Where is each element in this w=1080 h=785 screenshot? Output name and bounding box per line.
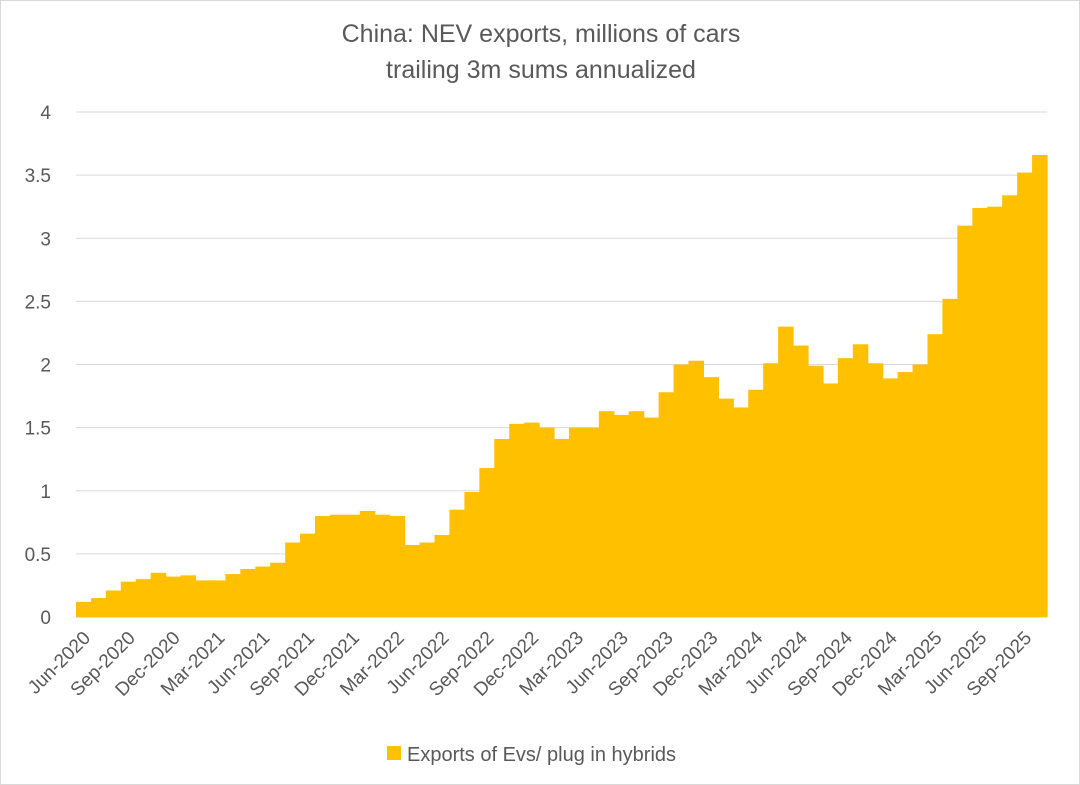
bar [255, 566, 271, 617]
bar [329, 514, 346, 617]
bar [867, 363, 884, 617]
bar [270, 562, 286, 617]
y-tick-label: 3 [40, 229, 51, 250]
bar [703, 377, 719, 617]
bar [344, 514, 361, 617]
bar [210, 580, 226, 617]
bar [972, 207, 988, 617]
bar [464, 492, 480, 617]
y-axis-tick-labels: 0 0.5 1 1.5 2 2.5 3 3.5 4 [25, 103, 52, 629]
bars [76, 154, 1048, 618]
bar [389, 516, 406, 617]
bar [643, 417, 660, 617]
bar [822, 383, 839, 617]
y-tick-label: 3.5 [25, 166, 51, 187]
bar [225, 574, 241, 617]
bar [987, 206, 1003, 617]
bar [942, 298, 958, 617]
chart-title: China: NEV exports, millions of cars [342, 20, 741, 48]
bar [180, 575, 197, 617]
y-tick-label: 4 [40, 103, 51, 124]
chart-subtitle: trailing 3m sums annualized [386, 56, 696, 84]
bar [135, 579, 152, 617]
x-axis-tick-labels: Jun-2020Sep-2020Dec-2020Mar-2021Jun-2021… [24, 627, 1036, 700]
bar [509, 423, 525, 617]
bar [688, 360, 705, 617]
bar [807, 365, 824, 617]
bar [882, 378, 899, 617]
legend-swatch [387, 746, 401, 760]
legend: Exports of Evs/ plug in hybrids [387, 744, 676, 766]
bar [583, 427, 600, 617]
bar [658, 392, 675, 617]
bar [240, 569, 256, 617]
bar [494, 438, 510, 617]
y-tick-label: 2 [40, 356, 51, 377]
bar [927, 334, 944, 617]
bar [120, 581, 137, 617]
bar [1002, 195, 1018, 617]
bar [315, 516, 331, 617]
bar [524, 422, 540, 617]
bar [837, 358, 854, 617]
bar [76, 601, 92, 617]
y-tick-label: 1.5 [25, 419, 51, 440]
bar [285, 542, 301, 617]
bar [733, 407, 749, 617]
bar [912, 364, 929, 617]
bar [300, 533, 316, 617]
bar [793, 345, 809, 617]
gridlines [76, 111, 1047, 618]
bar [957, 225, 973, 617]
bar [1017, 172, 1033, 617]
bar [554, 438, 570, 617]
y-tick-label: 1 [40, 482, 51, 503]
bar [613, 415, 630, 617]
bar [539, 427, 555, 617]
bar [897, 372, 914, 617]
bar [404, 545, 421, 617]
bar [105, 590, 122, 617]
bar [449, 509, 465, 617]
bar [359, 510, 376, 617]
y-tick-label: 0.5 [25, 545, 51, 566]
bar [165, 576, 182, 617]
bar [852, 344, 869, 617]
bar [479, 468, 495, 617]
bar [150, 572, 167, 617]
bar [628, 411, 645, 617]
bar [568, 427, 585, 617]
bar [1032, 154, 1048, 618]
bar [419, 542, 436, 617]
bar [90, 598, 107, 617]
bar [434, 534, 451, 617]
y-tick-label: 2.5 [25, 292, 51, 313]
bar [374, 514, 391, 617]
bar [748, 389, 764, 617]
bar [763, 363, 779, 617]
y-tick-label: 0 [40, 608, 51, 629]
bar [673, 364, 690, 617]
bar [778, 326, 794, 617]
legend-label: Exports of Evs/ plug in hybrids [407, 744, 676, 766]
bar [598, 411, 615, 617]
bar [718, 398, 734, 617]
bar [195, 580, 212, 617]
